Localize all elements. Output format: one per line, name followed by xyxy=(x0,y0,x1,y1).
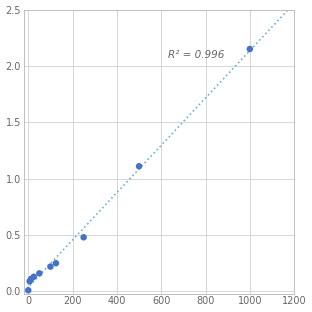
Point xyxy=(26,288,31,293)
Text: R² = 0.996: R² = 0.996 xyxy=(168,50,224,60)
Point xyxy=(247,46,252,51)
Point xyxy=(81,235,86,240)
Point xyxy=(48,264,53,269)
Point xyxy=(31,274,36,279)
Point xyxy=(137,164,142,169)
Point xyxy=(28,276,33,281)
Point xyxy=(53,261,58,266)
Point xyxy=(37,271,42,276)
Point xyxy=(27,279,32,284)
